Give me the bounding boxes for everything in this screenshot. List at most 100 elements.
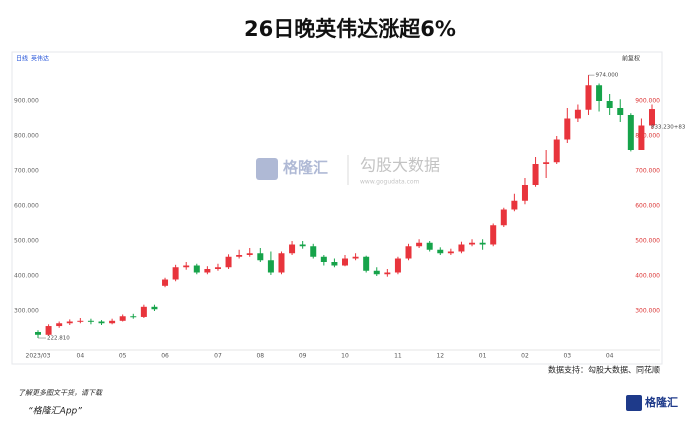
logo: 格隆汇 [645,395,678,409]
candle-body [405,246,412,259]
candle-body [56,323,63,327]
candle-body [532,164,539,185]
credit: 数据支持：勾股大数据、同花顺 [548,365,660,375]
candle-body [394,258,401,273]
candle-body [183,265,190,268]
candle-body [585,85,592,110]
candle-body [638,125,645,150]
candle-body [214,267,221,269]
candle-body [204,269,211,273]
candle-body [596,85,603,101]
candle-body [649,109,655,126]
candle-body [320,256,327,262]
x-tick-label: 2023/03 [26,353,51,360]
candle-body [299,244,306,247]
chart-panel [11,51,663,365]
x-tick-label: 05 [119,353,127,360]
candle-body [416,242,423,247]
candle-body [98,321,105,324]
candle-body [130,316,137,318]
candle-body [617,108,624,115]
candle-body [87,320,94,322]
candle-body [278,253,285,273]
watermark-logo [256,158,278,180]
candle-body [479,242,486,245]
y2-tick-label: 400.000 [635,273,660,280]
logo-icon [626,395,642,411]
y-tick-label: 800.000 [14,133,39,140]
x-tick-label: 09 [299,353,307,360]
watermark-source: 勾股大数据 [360,156,440,175]
candle-body [384,272,391,275]
y-tick-label: 400.000 [14,273,39,280]
candle-body [426,242,433,250]
period: 日线 [16,55,28,63]
candle-body [151,306,158,310]
candle-body [511,200,518,210]
candle-body [246,253,253,255]
candle-body [119,316,126,321]
last-annotation: 833.230+83 [651,125,686,131]
candle-body [35,332,41,335]
y-tick-label: 300.000 [14,308,39,315]
candle-body [45,326,52,335]
candle-body [352,256,359,259]
candle-body [363,256,370,271]
x-tick-label: 03 [563,353,571,360]
candle-body [447,251,454,254]
watermark-brand: 格隆汇 [283,159,328,177]
candle-body [140,306,147,317]
x-tick-label: 06 [161,353,169,360]
x-tick-label: 12 [436,353,444,360]
candle-body [236,255,243,257]
candle-body [543,162,550,164]
candle-body [521,185,528,201]
candle-body [469,242,476,245]
candle-body [331,262,338,266]
title: 26日晚英伟达涨超6% [244,17,456,41]
promo: 了解更多图文干货，请下载 [18,389,103,397]
y-tick-label: 700.000 [14,168,39,175]
candle-body [627,115,634,150]
x-tick-label: 02 [521,353,529,360]
stock-name: 英伟达 [31,55,49,63]
watermark-url: www.gogudata.com [360,179,420,186]
x-tick-label: 08 [256,353,264,360]
candle-body [342,258,348,266]
candle-body [606,101,613,108]
candle-body [574,109,581,119]
candle-body [225,256,232,268]
y-tick-label: 600.000 [14,203,39,210]
candle-body [162,279,169,286]
y2-tick-label: 300.000 [635,308,660,315]
plot: 300.000 300.000 400.000 400.000 500.000 500.0… [14,73,686,360]
candle-body [437,249,444,254]
candle-body [490,225,497,245]
candle-body [66,321,73,324]
adjust: 前复权 [622,55,640,63]
y2-tick-label: 500.000 [635,238,660,245]
candle-body [564,118,571,140]
y2-tick-label: 700.000 [635,168,660,175]
x-tick-label: 07 [214,353,222,360]
y-tick-label: 900.000 [14,98,39,105]
y2-tick-label: 900.000 [635,98,660,105]
candle-body [289,244,296,254]
candle-body [193,265,200,273]
max-annotation: 974.000 [595,73,618,79]
y2-tick-label: 600.000 [635,203,660,210]
candle-body [553,139,560,163]
candle-body [257,253,264,261]
y-tick-label: 500.000 [14,238,39,245]
x-tick-label: 11 [394,353,402,360]
candle-body [310,246,317,257]
candle-body [109,320,116,324]
x-tick-label: 04 [77,353,85,360]
candle-body [500,209,507,226]
watermark: 格隆汇 勾股大数据 www.gogudata.com [256,155,440,186]
candle-body [458,244,465,252]
candle-body [267,260,274,273]
app-name: “格隆汇App” [28,406,82,417]
min-annotation: 222.810 [47,336,70,342]
